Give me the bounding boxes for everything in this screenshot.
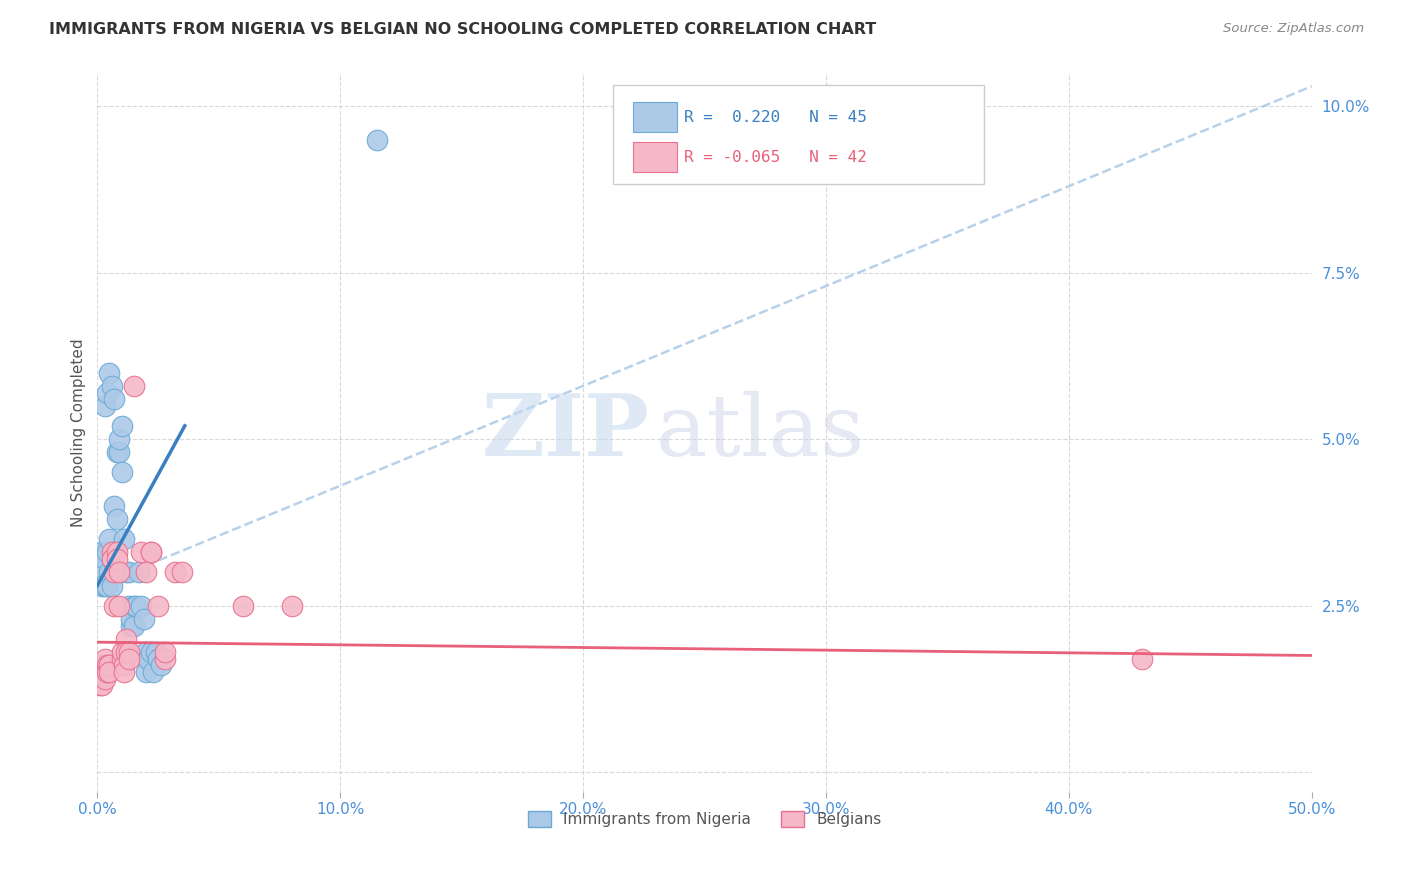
Point: [118, 652, 141, 666]
Point: [111, 652, 134, 666]
Point: [108, 445, 131, 459]
Point: [105, 512, 128, 526]
Text: atlas: atlas: [657, 391, 865, 474]
Point: [108, 566, 131, 580]
Point: [103, 392, 125, 407]
Point: [111, 418, 134, 433]
Point: [98, 665, 121, 680]
Point: [112, 532, 135, 546]
Text: R = -0.065   N = 42: R = -0.065 N = 42: [683, 151, 868, 165]
Point: [103, 566, 125, 580]
FancyBboxPatch shape: [633, 102, 676, 132]
Point: [146, 599, 169, 613]
Point: [125, 599, 148, 613]
Point: [101, 379, 124, 393]
Point: [96, 658, 118, 673]
Point: [118, 645, 141, 659]
Point: [138, 652, 160, 666]
Point: [120, 618, 142, 632]
Point: [91, 545, 114, 559]
Point: [132, 612, 155, 626]
Point: [135, 645, 157, 659]
Point: [142, 665, 165, 680]
FancyBboxPatch shape: [633, 142, 676, 172]
Point: [89, 665, 111, 680]
Point: [93, 578, 115, 592]
Point: [98, 532, 121, 546]
Point: [108, 432, 131, 446]
Point: [91, 678, 114, 692]
Point: [101, 552, 124, 566]
Point: [89, 678, 111, 692]
Point: [101, 552, 124, 566]
Point: [103, 599, 125, 613]
Point: [118, 566, 141, 580]
Point: [366, 132, 388, 146]
Point: [129, 599, 152, 613]
Point: [112, 658, 135, 673]
Point: [93, 665, 115, 680]
Point: [149, 658, 172, 673]
Point: [232, 599, 254, 613]
Point: [101, 545, 124, 559]
Point: [122, 599, 145, 613]
Point: [101, 578, 124, 592]
Point: [96, 545, 118, 559]
Point: [91, 658, 114, 673]
Point: [96, 385, 118, 400]
Point: [96, 578, 118, 592]
FancyBboxPatch shape: [613, 86, 984, 185]
Point: [115, 632, 138, 646]
Point: [129, 545, 152, 559]
Point: [111, 466, 134, 480]
Point: [115, 566, 138, 580]
Point: [120, 612, 142, 626]
Point: [105, 445, 128, 459]
Point: [112, 665, 135, 680]
Point: [111, 645, 134, 659]
Point: [145, 645, 167, 659]
Point: [280, 599, 302, 613]
Point: [93, 652, 115, 666]
Point: [91, 578, 114, 592]
Point: [89, 566, 111, 580]
Point: [96, 665, 118, 680]
Text: ZIP: ZIP: [482, 391, 650, 475]
Point: [115, 645, 138, 659]
Point: [155, 645, 177, 659]
Point: [122, 379, 145, 393]
Point: [139, 645, 162, 659]
Point: [93, 399, 115, 413]
Point: [98, 566, 121, 580]
Point: [103, 545, 125, 559]
Point: [103, 499, 125, 513]
Point: [93, 552, 115, 566]
Point: [165, 566, 187, 580]
Point: [135, 665, 157, 680]
Point: [155, 652, 177, 666]
Y-axis label: No Schooling Completed: No Schooling Completed: [72, 338, 86, 527]
Point: [98, 366, 121, 380]
Point: [89, 658, 111, 673]
Point: [128, 566, 150, 580]
Text: R =  0.220   N = 45: R = 0.220 N = 45: [683, 110, 868, 125]
Legend: Immigrants from Nigeria, Belgians: Immigrants from Nigeria, Belgians: [520, 804, 889, 835]
Point: [98, 658, 121, 673]
Point: [105, 552, 128, 566]
Point: [108, 599, 131, 613]
Point: [91, 665, 114, 680]
Text: IMMIGRANTS FROM NIGERIA VS BELGIAN NO SCHOOLING COMPLETED CORRELATION CHART: IMMIGRANTS FROM NIGERIA VS BELGIAN NO SC…: [49, 22, 876, 37]
Text: Source: ZipAtlas.com: Source: ZipAtlas.com: [1223, 22, 1364, 36]
Point: [139, 545, 162, 559]
Point: [118, 599, 141, 613]
Point: [172, 566, 194, 580]
Point: [105, 545, 128, 559]
Point: [93, 672, 115, 686]
Point: [122, 618, 145, 632]
Point: [139, 545, 162, 559]
Point: [135, 566, 157, 580]
Point: [1130, 652, 1153, 666]
Point: [146, 652, 169, 666]
